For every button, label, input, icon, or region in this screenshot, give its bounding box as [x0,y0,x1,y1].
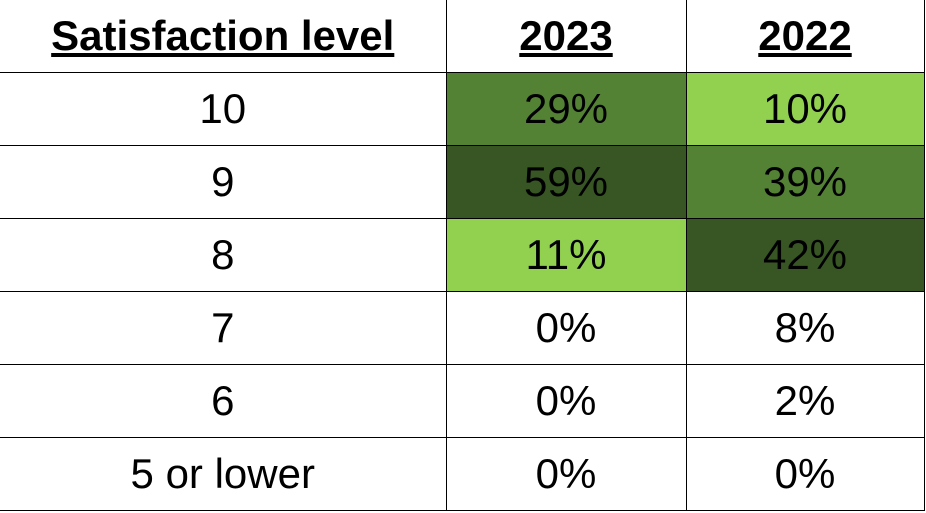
row-label: 6 [0,364,447,438]
table-header: Satisfaction level 2023 2022 [0,0,925,73]
percent-cell: 0% [445,437,687,511]
header-row: Satisfaction level 2023 2022 [0,0,925,73]
table-row: 8 11% 42% [0,218,925,292]
percent-cell: 0% [445,364,687,438]
row-label: 9 [0,145,447,219]
row-label: 7 [0,291,447,365]
header-cell: 2022 [685,0,925,73]
percent-cell: 59% [445,145,687,219]
table-row: 7 0% 8% [0,291,925,365]
percent-cell: 0% [445,291,687,365]
percent-cell: 2% [685,364,925,438]
percent-cell: 42% [685,218,925,292]
table-row: 5 or lower 0% 0% [0,437,925,511]
table-row: 9 59% 39% [0,145,925,219]
percent-cell: 10% [685,72,925,146]
percent-cell: 0% [685,437,925,511]
percent-cell: 11% [445,218,687,292]
row-label: 8 [0,218,447,292]
table-row: 6 0% 2% [0,364,925,438]
row-label: 10 [0,72,447,146]
header-cell: Satisfaction level [0,0,447,73]
table-body: 10 29% 10% 9 59% 39% 8 11% 42% 7 0% 8% 6 0% 2% 5 or low… [0,72,925,511]
percent-cell: 29% [445,72,687,146]
row-label: 5 or lower [0,437,447,511]
header-cell: 2023 [445,0,687,73]
table-row: 10 29% 10% [0,72,925,146]
percent-cell: 8% [685,291,925,365]
percent-cell: 39% [685,145,925,219]
